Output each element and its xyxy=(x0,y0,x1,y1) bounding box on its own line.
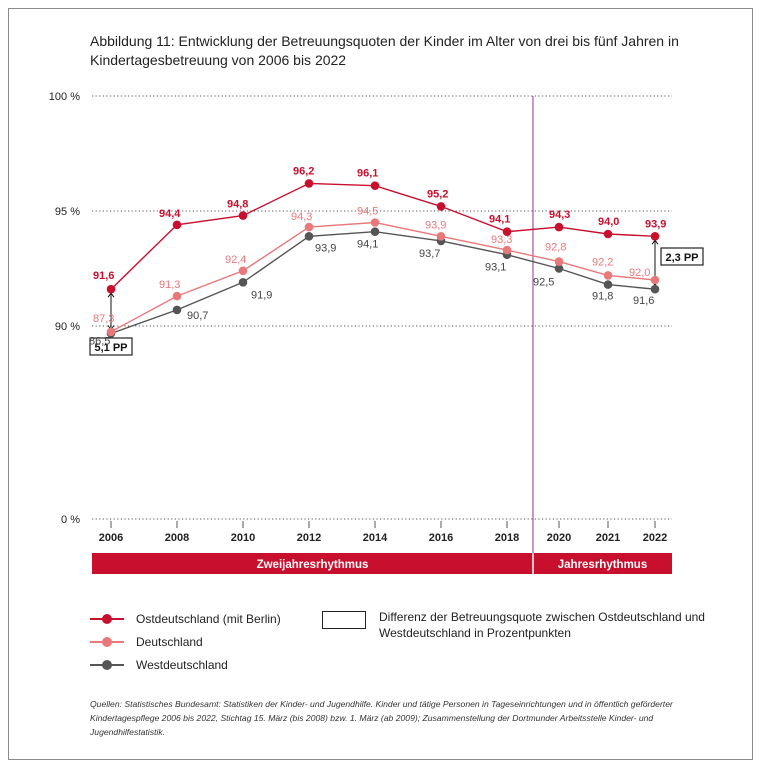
legend-item-west: Westdeutschland xyxy=(90,658,228,672)
chart-title: Abbildung 11: Entwicklung der Betreuungs… xyxy=(90,33,679,68)
marker-s1-2021 xyxy=(603,271,613,280)
data-label-s2-2014: 94,1 xyxy=(357,239,378,251)
legend-label-deutschland: Deutschland xyxy=(136,635,203,649)
legend-swatch-ost xyxy=(90,614,124,624)
data-label-s2-2020: 92,5 xyxy=(533,277,554,289)
y-tick-label-95: 95 % xyxy=(55,206,80,218)
marker-s1-2018 xyxy=(502,245,512,255)
legend-swatch-west xyxy=(90,660,124,670)
y-tick-label-0: 0 % xyxy=(61,514,80,526)
marker-s1-2014 xyxy=(370,218,380,227)
x-tick-label-2016: 2016 xyxy=(429,532,453,544)
legend-diff-box xyxy=(322,611,366,629)
x-tick-label-2022: 2022 xyxy=(643,532,667,544)
data-label-s1-2006: 87,3 xyxy=(93,313,114,325)
marker-s1-2010 xyxy=(238,266,248,276)
period-bar-0 xyxy=(92,553,533,574)
diff-label-2006: 5,1 PP xyxy=(94,342,127,354)
data-label-s2-2021: 91,8 xyxy=(592,291,613,303)
marker-s2-2020 xyxy=(554,264,564,273)
marker-s2-2022 xyxy=(650,284,660,294)
data-label-s1-2016: 93,9 xyxy=(425,219,446,231)
diff-box-2022 xyxy=(660,247,704,266)
legend-diff-label: Differenz der Betreuungsquote zwischen O… xyxy=(379,610,705,640)
period-label-0: Zweijahresrhythmus xyxy=(257,559,369,571)
sources-note: Quellen: Statistisches Bundesamt: Statis… xyxy=(90,699,673,737)
legend-item-deutschland: Deutschland xyxy=(90,635,203,649)
data-label-s2-2012: 93,9 xyxy=(315,242,336,254)
y-tick-label-100: 100 % xyxy=(49,91,80,103)
data-label-s1-2021: 92,2 xyxy=(592,256,613,268)
data-label-s0-2018: 94,1 xyxy=(489,214,510,226)
data-label-s1-2020: 92,8 xyxy=(545,242,566,254)
data-label-s2-2008: 90,7 xyxy=(187,310,208,322)
marker-s2-2021 xyxy=(603,280,613,289)
marker-s1-2022 xyxy=(650,275,660,285)
period-label-1: Jahresrhythmus xyxy=(558,559,647,571)
marker-s0-2010 xyxy=(238,211,248,220)
data-label-s1-2022: 92,0 xyxy=(629,267,650,279)
data-label-s1-2018: 93,3 xyxy=(491,234,512,246)
data-label-s0-2014: 96,1 xyxy=(357,168,378,180)
marker-s0-2021 xyxy=(603,229,613,239)
marker-s2-2008 xyxy=(172,305,182,315)
data-label-s0-2021: 94,0 xyxy=(598,216,619,228)
marker-s0-2006 xyxy=(106,284,116,294)
marker-s2-2012 xyxy=(304,232,314,241)
data-label-s0-2012: 96,2 xyxy=(293,165,314,177)
data-label-s2-2018: 93,1 xyxy=(485,262,506,274)
data-label-s0-2006: 91,6 xyxy=(93,270,114,282)
x-tick-label-2006: 2006 xyxy=(99,532,123,544)
data-label-s0-2022: 93,9 xyxy=(645,218,666,230)
marker-s2-2010 xyxy=(238,278,248,287)
data-label-s1-2008: 91,3 xyxy=(159,279,180,291)
x-tick-label-2010: 2010 xyxy=(231,532,255,544)
marker-s1-2006 xyxy=(106,327,116,337)
marker-s1-2016 xyxy=(436,232,446,241)
x-tick-label-2018: 2018 xyxy=(495,532,519,544)
legend-item-ost: Ostdeutschland (mit Berlin) xyxy=(90,612,281,626)
data-label-s2-2016: 93,7 xyxy=(419,248,440,260)
x-tick-label-2021: 2021 xyxy=(596,532,620,544)
marker-s0-2018 xyxy=(502,227,512,236)
marker-s0-2014 xyxy=(370,181,380,190)
marker-s1-2020 xyxy=(554,257,564,266)
figure-frame xyxy=(8,8,753,760)
legend-label-ost: Ostdeutschland (mit Berlin) xyxy=(136,612,281,626)
marker-s1-2012 xyxy=(304,222,314,232)
marker-s1-2008 xyxy=(172,291,182,301)
marker-s2-2014 xyxy=(370,227,380,236)
data-label-s0-2016: 95,2 xyxy=(427,188,448,200)
series-line-1 xyxy=(110,221,656,333)
data-label-s2-2010: 91,9 xyxy=(251,289,272,301)
data-label-s1-2010: 92,4 xyxy=(225,254,246,266)
marker-s0-2016 xyxy=(436,202,446,211)
legend-swatch-deutschland xyxy=(90,637,124,647)
data-label-s0-2010: 94,8 xyxy=(227,199,248,211)
marker-s0-2008 xyxy=(172,220,182,230)
x-tick-label-2012: 2012 xyxy=(297,532,321,544)
x-tick-label-2020: 2020 xyxy=(547,532,571,544)
data-label-s2-2006: 86,5 xyxy=(89,336,110,348)
series-line-0 xyxy=(110,182,656,290)
legend-label-west: Westdeutschland xyxy=(136,658,228,672)
data-label-s0-2020: 94,3 xyxy=(549,209,570,221)
marker-s0-2022 xyxy=(650,232,660,241)
data-label-s1-2012: 94,3 xyxy=(291,211,312,223)
data-label-s2-2022: 91,6 xyxy=(633,295,654,307)
series-line-2 xyxy=(110,230,656,335)
data-label-s0-2008: 94,4 xyxy=(159,208,181,220)
x-tick-label-2014: 2014 xyxy=(363,532,388,544)
marker-s0-2020 xyxy=(554,222,564,232)
period-bar-1 xyxy=(533,553,672,574)
diff-box-2006 xyxy=(89,337,133,356)
data-label-s1-2014: 94,5 xyxy=(357,206,378,218)
x-tick-label-2008: 2008 xyxy=(165,532,189,544)
diff-label-2022: 2,3 PP xyxy=(665,252,698,264)
y-tick-label-90: 90 % xyxy=(55,321,80,333)
marker-s0-2012 xyxy=(304,179,314,188)
